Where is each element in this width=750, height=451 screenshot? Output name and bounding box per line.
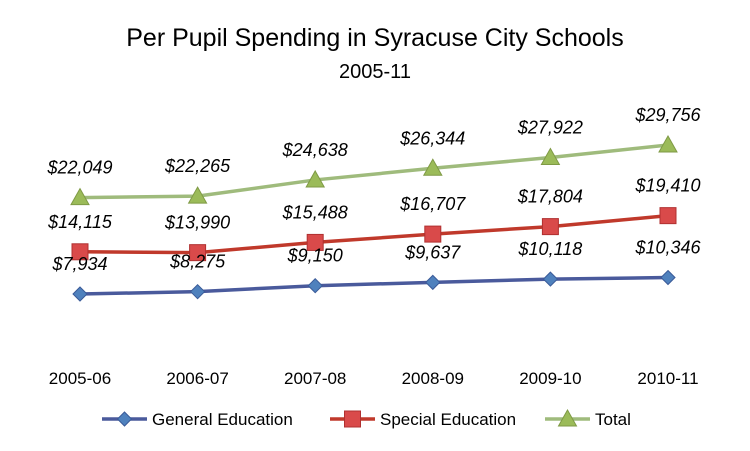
chart-subtitle: 2005-11 bbox=[339, 61, 411, 83]
x-tick-label-0: 2005-06 bbox=[49, 369, 111, 388]
legend-total-marker bbox=[557, 408, 578, 427]
special-education-point-4 bbox=[541, 218, 559, 236]
x-axis-ticks: 2005-06 2006-07 2007-08 2008-09 2009-10 2010-… bbox=[49, 369, 699, 388]
legend-special-education-label: Special Education bbox=[380, 410, 516, 429]
special-education-data-label-1: $13,990 bbox=[164, 213, 230, 233]
total-data-label-5: $29,756 bbox=[634, 105, 701, 125]
legend: General Education Special Education Total bbox=[102, 408, 631, 429]
legend-general-education-label: General Education bbox=[152, 410, 293, 429]
special-education-point-2 bbox=[306, 233, 324, 251]
general-education-data-label-4: $10,118 bbox=[518, 239, 583, 259]
special-education-point-5 bbox=[659, 207, 677, 225]
special-education-point-1 bbox=[189, 244, 207, 262]
general-education-point-4 bbox=[542, 271, 559, 287]
general-education-data-label-0: $7,934 bbox=[51, 254, 107, 274]
total-point-1 bbox=[187, 186, 208, 204]
special-education-point-0 bbox=[71, 243, 89, 261]
legend-general-education-marker bbox=[116, 411, 133, 427]
general-education-point-0 bbox=[72, 286, 88, 302]
general-education-point-5 bbox=[660, 269, 676, 286]
x-tick-label-2: 2007-08 bbox=[284, 369, 346, 388]
total-point-4 bbox=[540, 147, 561, 166]
total-data-label-0: $22,049 bbox=[46, 158, 112, 178]
x-tick-label-4: 2009-10 bbox=[519, 369, 581, 388]
general-education-data-label-2: $9,150 bbox=[287, 246, 343, 266]
special-education-point-3 bbox=[424, 225, 442, 243]
chart-title: Per Pupil Spending in Syracuse City Scho… bbox=[126, 24, 624, 52]
legend-total-label: Total bbox=[595, 410, 631, 429]
series-markers bbox=[70, 134, 678, 302]
total-data-label-3: $26,344 bbox=[399, 128, 465, 148]
general-education-point-2 bbox=[307, 277, 323, 294]
total-point-0 bbox=[70, 187, 90, 206]
general-education-data-label-5: $10,346 bbox=[634, 238, 701, 258]
general-education-point-1 bbox=[189, 283, 206, 300]
total-data-label-1: $22,265 bbox=[164, 156, 231, 176]
total-data-label-2: $24,638 bbox=[282, 140, 348, 160]
total-data-label-4: $27,922 bbox=[517, 118, 583, 138]
total-point-3 bbox=[422, 158, 443, 176]
special-education-data-label-4: $17,804 bbox=[517, 187, 583, 207]
special-education-data-label-2: $15,488 bbox=[282, 202, 348, 222]
x-tick-label-1: 2006-07 bbox=[166, 369, 228, 388]
total-line bbox=[79, 143, 669, 200]
series-lines bbox=[79, 143, 669, 296]
total-point-2 bbox=[305, 169, 326, 188]
special-education-data-label-0: $14,115 bbox=[47, 212, 113, 232]
x-tick-label-3: 2008-09 bbox=[402, 369, 464, 388]
legend-special-education-marker bbox=[344, 410, 361, 428]
general-education-data-label-3: $9,637 bbox=[404, 242, 461, 262]
special-education-data-label-3: $16,707 bbox=[399, 194, 466, 214]
special-education-data-label-5: $19,410 bbox=[634, 176, 700, 196]
data-labels: $7,934 $8,275 $9,150 $9,637 $10,118 $10,346 $1… bbox=[46, 105, 701, 274]
general-education-data-label-1: $8,275 bbox=[169, 252, 226, 272]
special-education-line bbox=[79, 213, 669, 255]
total-point-5 bbox=[658, 134, 678, 153]
general-education-line bbox=[79, 275, 669, 296]
general-education-point-3 bbox=[425, 274, 441, 291]
x-tick-label-5: 2010-11 bbox=[637, 369, 698, 388]
